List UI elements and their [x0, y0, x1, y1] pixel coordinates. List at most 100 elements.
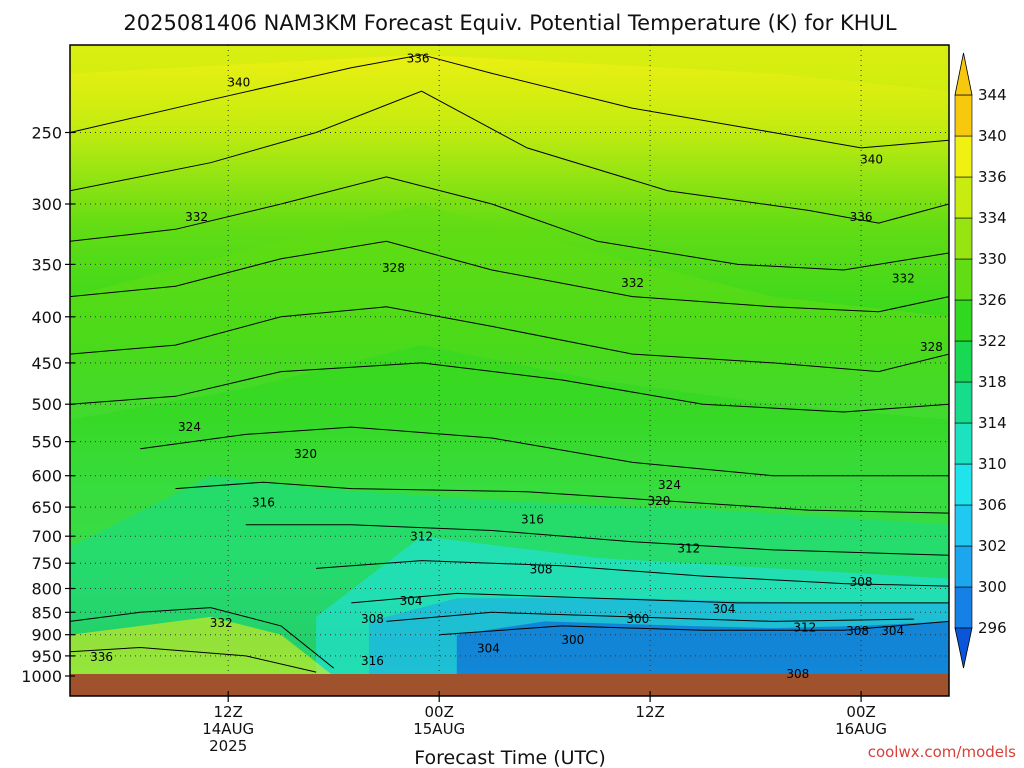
- contour-label-10: 320: [294, 447, 317, 461]
- x-tick-label-0-2: 2025: [209, 737, 247, 755]
- contour-label-9: 324: [178, 420, 201, 434]
- x-tick-label-0-1: 14AUG: [202, 720, 254, 738]
- contour-label-22: 300: [626, 612, 649, 626]
- contour-label-14: 316: [521, 513, 544, 527]
- contour-label-12: 316: [252, 495, 275, 509]
- contour-line-6: [140, 426, 949, 477]
- colorbar: 296 300 302 306 310 314 318 322 326 330 334 336 340 3…: [954, 52, 1007, 669]
- contour-line-0: [70, 54, 949, 149]
- colorbar-label-314: 314: [978, 414, 1007, 432]
- contour-line-3: [70, 240, 949, 313]
- contour-line-4: [70, 306, 949, 373]
- colorbar-label-326: 326: [978, 291, 1007, 309]
- contour-label-5: 328: [382, 261, 405, 275]
- colorbar-label-336: 336: [978, 168, 1007, 186]
- colorbar-label-344: 344: [978, 86, 1007, 104]
- contour-line-7: [175, 481, 949, 514]
- contour-label-15: 312: [410, 530, 433, 544]
- colorbar-label-322: 322: [978, 332, 1007, 350]
- colorbar-segment-2: [954, 504, 973, 547]
- x-axis: 12Z14AUG202500Z15AUG12Z00Z16AUG12Z: [202, 691, 887, 755]
- y-tick-label-850: 850: [31, 603, 62, 622]
- colorbar-label-340: 340: [978, 127, 1007, 145]
- contour-line-13: [70, 607, 335, 669]
- contour-label-1: 340: [227, 75, 250, 89]
- contour-label-2: 340: [860, 153, 883, 167]
- chart-title: 2025081406 NAM3KM Forecast Equiv. Potent…: [123, 11, 897, 35]
- y-tick-label-1000: 1000: [21, 667, 62, 686]
- y-tick-label-250: 250: [31, 124, 62, 143]
- contour-label-24: 312: [793, 621, 816, 635]
- y-tick-label-300: 300: [31, 195, 62, 214]
- y-tick-label-900: 900: [31, 626, 62, 645]
- band-coldest: [456, 621, 949, 676]
- colorbar-segment-5: [954, 381, 973, 424]
- colorbar-label-334: 334: [978, 209, 1007, 227]
- contour-label-29: 336: [90, 650, 113, 664]
- colorbar-label-306: 306: [978, 496, 1007, 514]
- x-axis-label: Forecast Time (UTC): [414, 747, 605, 768]
- contour-line-5: [70, 362, 949, 413]
- contour-label-28: 304: [477, 641, 500, 655]
- y-tick-label-650: 650: [31, 498, 62, 517]
- contour-label-27: 300: [561, 633, 584, 647]
- colorbar-label-302: 302: [978, 537, 1007, 555]
- y-tick-label-550: 550: [31, 433, 62, 452]
- contour-line-14: [70, 646, 317, 673]
- contour-line-12: [439, 620, 949, 636]
- ground-below-surface: [70, 674, 949, 696]
- contour-line-8: [245, 524, 949, 556]
- colorbar-segment-11: [954, 135, 973, 178]
- colorbar-label-300: 300: [978, 578, 1007, 596]
- contour-label-20: 304: [713, 602, 736, 616]
- contour-label-0: 336: [407, 52, 430, 66]
- contour-line-2: [70, 176, 949, 271]
- y-tick-label-800: 800: [31, 580, 62, 599]
- y-axis: 250 300 350 400 450 500 550 600 650 700 750 800 850 9…: [21, 124, 75, 686]
- contour-label-21: 308: [361, 612, 384, 626]
- contour-label-4: 332: [185, 210, 208, 224]
- colorbar-label-318: 318: [978, 373, 1007, 391]
- contour-label-3: 336: [850, 210, 873, 224]
- x-tick-label-0-0: 12Z: [214, 703, 243, 721]
- contour-label-30: 316: [361, 654, 384, 668]
- colorbar-bottom-arrow: [954, 627, 973, 669]
- contour-label-16: 312: [677, 541, 700, 555]
- contour-line-1: [70, 90, 949, 224]
- colorbar-segment-3: [954, 463, 973, 506]
- contour-line-9: [316, 560, 949, 587]
- contour-label-6: 332: [621, 276, 644, 290]
- contour-label-11: 324: [658, 478, 681, 492]
- x-tick-label-3-0: 00Z: [846, 703, 875, 721]
- contour-label-31: 308: [786, 667, 809, 681]
- contour-label-18: 308: [850, 575, 873, 589]
- x-tick-label-3-1: 16AUG: [835, 720, 887, 738]
- y-tick-label-450: 450: [31, 354, 62, 373]
- credit-text: coolwx.com/models: [868, 743, 1016, 761]
- colorbar-segment-1: [954, 545, 973, 588]
- colorbar-top-arrow: [954, 52, 973, 96]
- colorbar-segment-12: [954, 94, 973, 137]
- contour-label-26: 304: [881, 624, 904, 638]
- colorbar-segment-8: [954, 258, 973, 301]
- y-tick-label-700: 700: [31, 527, 62, 546]
- colorbar-label-296: 296: [978, 619, 1007, 637]
- plot-field: 336 340 340 336 332 328 332 332 328 324 320 324 316 3…: [70, 45, 949, 696]
- contour-line-11: [386, 611, 914, 622]
- y-tick-label-400: 400: [31, 308, 62, 327]
- contour-label-7: 332: [892, 272, 915, 286]
- contour-label-8: 328: [920, 340, 943, 354]
- colorbar-segment-10: [954, 176, 973, 219]
- y-tick-label-600: 600: [31, 467, 62, 486]
- colorbar-segment-7: [954, 299, 973, 342]
- y-tick-label-500: 500: [31, 395, 62, 414]
- contour-label-13: 320: [647, 494, 670, 508]
- y-tick-label-750: 750: [31, 554, 62, 573]
- plot-frame: [69, 44, 950, 697]
- x-tick-label-1-0: 00Z: [425, 703, 454, 721]
- contour-line-10: [351, 592, 949, 604]
- colorbar-segment-4: [954, 422, 973, 465]
- colorbar-segment-9: [954, 217, 973, 260]
- y-tick-label-350: 350: [31, 255, 62, 274]
